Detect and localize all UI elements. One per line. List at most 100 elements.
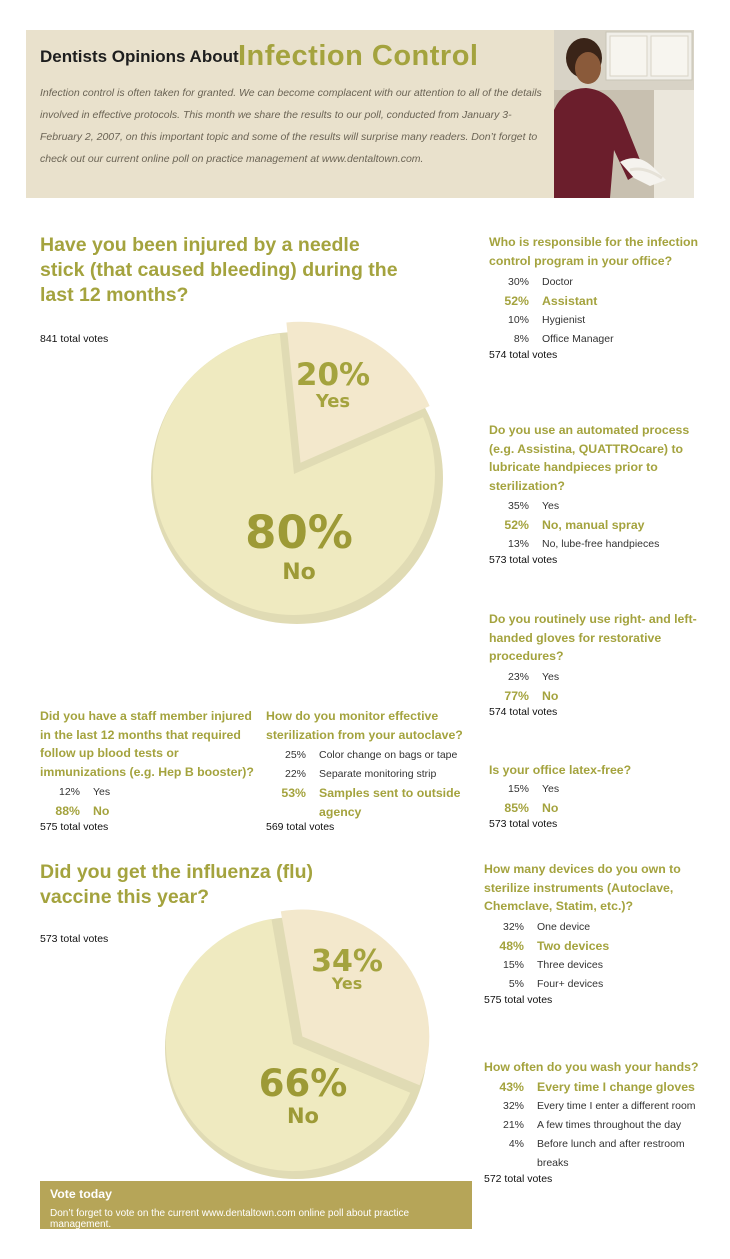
wash-hands-poll: How often do you wash your hands? 43% Eve… [484, 1058, 709, 1185]
answer-row: 30% Doctor [489, 273, 699, 292]
pie-slice-yes [286, 321, 430, 463]
staff-injury-votes: 575 total votes [40, 821, 109, 833]
answer-row: 15% Three devices [484, 956, 709, 975]
latex-poll: Is your office latex-free? 15% Yes 85% No … [489, 761, 704, 830]
answer-pct: 53% [281, 786, 306, 800]
needle-stick-pie-chart: 20% Yes 80% No [151, 321, 443, 624]
answer-pct: 43% [499, 1079, 524, 1094]
answer-row: 32% Every time I enter a different room [484, 1097, 709, 1116]
devices-question: How many devices do you own to sterilize… [484, 862, 681, 913]
answer-row-top: 52% Assistant [489, 292, 699, 311]
answer-pct: 52% [504, 518, 529, 532]
answer-row: 23% Yes [489, 668, 704, 687]
latex-question: Is your office latex-free? [489, 763, 632, 777]
answer-pct: 32% [502, 920, 524, 933]
answer-row-top: 53% Samples sent to outside agency [266, 784, 481, 821]
header-title-prefix: Dentists Opinions About [40, 47, 239, 66]
pie-slice-no [152, 333, 435, 615]
answer-row: 35% Yes [489, 497, 714, 516]
answer-pct: 88% [55, 804, 80, 818]
answer-row-top: 52% No, manual spray [489, 516, 714, 535]
answer-pct: 10% [507, 314, 529, 326]
answer-pct: 13% [507, 538, 529, 550]
answer-pct: 85% [504, 800, 529, 815]
answer-row-top: 48% Two devices [484, 937, 709, 956]
flu-question: Did you get the influenza (flu) vaccine … [40, 861, 313, 908]
automated-poll: Do you use an automated process (e.g. As… [489, 421, 714, 566]
latex-votes: 573 total votes [489, 817, 558, 830]
pie-label-yes: Yes [315, 391, 350, 412]
wash-hands-votes: 572 total votes [484, 1172, 553, 1185]
answer-label: Three devices [537, 958, 603, 971]
automated-votes: 573 total votes [489, 554, 558, 566]
answer-label: Samples sent to outside agency [319, 786, 461, 819]
vote-today-title: Vote today [50, 1187, 112, 1201]
answer-pct: 48% [499, 938, 524, 953]
answer-pct: 23% [507, 670, 529, 683]
answer-row: 12% Yes [40, 783, 265, 802]
vote-today-text: Don’t forget to vote on the current www.… [50, 1208, 410, 1230]
gloves-poll: Do you routinely use right- and left-han… [489, 610, 704, 718]
pie-slice-no [165, 918, 411, 1172]
answer-row-top: 77% No [489, 687, 704, 706]
answer-pct: 35% [507, 500, 529, 512]
gloves-question: Do you routinely use right- and left-han… [489, 612, 697, 663]
pie-slice-yes [280, 909, 430, 1086]
pie-label-yes-pct: 34% [311, 944, 383, 979]
answer-pct: 52% [504, 294, 529, 308]
answer-pct: 15% [507, 782, 529, 795]
answer-row: 32% One device [484, 918, 709, 937]
monitor-poll: How do you monitor effective sterilizati… [266, 707, 481, 833]
answer-label: No [542, 688, 559, 703]
answer-label: Yes [542, 500, 560, 512]
answer-label: Before lunch and after restroom breaks [537, 1137, 685, 1169]
answer-row: 22% Separate monitoring strip [266, 765, 481, 784]
answer-label: Yes [542, 670, 560, 683]
answer-row: 4% Before lunch and after restroom breaks [484, 1135, 709, 1173]
answer-label: Separate monitoring strip [319, 768, 437, 780]
header-banner: Dentists Opinions About Infection Contro… [26, 30, 694, 198]
answer-label: A few times throughout the day [537, 1118, 682, 1131]
answer-row: 13% No, lube-free handpieces [489, 535, 714, 554]
wash-hands-question: How often do you wash your hands? [484, 1060, 699, 1074]
answer-pct: 8% [513, 333, 529, 345]
answer-pct: 5% [508, 977, 524, 990]
staff-injury-question: Did you have a staff member injured in t… [40, 709, 254, 779]
gloves-votes: 574 total votes [489, 705, 558, 718]
pie-label-yes-pct: 20% [296, 357, 370, 393]
dental-assistant-photo [554, 30, 694, 198]
answer-label: Hygienist [542, 314, 586, 326]
header-title: Infection Control [238, 40, 479, 72]
answer-label: Yes [93, 786, 111, 798]
needle-stick-votes: 841 total votes [40, 333, 109, 345]
answer-row: 15% Yes [489, 780, 704, 799]
answer-label: Every time I change gloves [537, 1079, 695, 1094]
pie-label-yes: Yes [331, 974, 363, 993]
answer-pct: 12% [58, 786, 80, 798]
answer-label: Every time I enter a different room [537, 1099, 696, 1112]
answer-pct: 25% [284, 749, 306, 761]
answer-pct: 21% [502, 1118, 524, 1131]
automated-question: Do you use an automated process (e.g. As… [489, 423, 690, 493]
answer-row: 21% A few times throughout the day [484, 1116, 709, 1135]
answer-label: Assistant [542, 294, 598, 308]
monitor-votes: 569 total votes [266, 821, 335, 833]
responsible-poll: Who is responsible for the infection con… [489, 233, 699, 361]
answer-pct: 32% [502, 1099, 524, 1112]
answer-row-top: 85% No [489, 799, 704, 818]
answer-label: No, manual spray [542, 518, 645, 532]
answer-pct: 22% [284, 768, 306, 780]
answer-label: Yes [542, 782, 560, 795]
answer-row: 5% Four+ devices [484, 975, 709, 994]
answer-row-top: 43% Every time I change gloves [484, 1078, 709, 1097]
staff-injury-poll: Did you have a staff member injured in t… [40, 707, 265, 833]
needle-stick-question: Have you been injured by a needle stick … [40, 234, 398, 306]
answer-label: No [93, 804, 110, 818]
answer-label: Doctor [542, 276, 573, 288]
answer-row: 25% Color change on bags or tape [266, 746, 481, 765]
responsible-votes: 574 total votes [489, 349, 558, 361]
devices-poll: How many devices do you own to sterilize… [484, 860, 709, 1006]
answer-pct: 30% [507, 276, 529, 288]
answer-label: Office Manager [542, 333, 614, 345]
responsible-question: Who is responsible for the infection con… [489, 235, 699, 268]
